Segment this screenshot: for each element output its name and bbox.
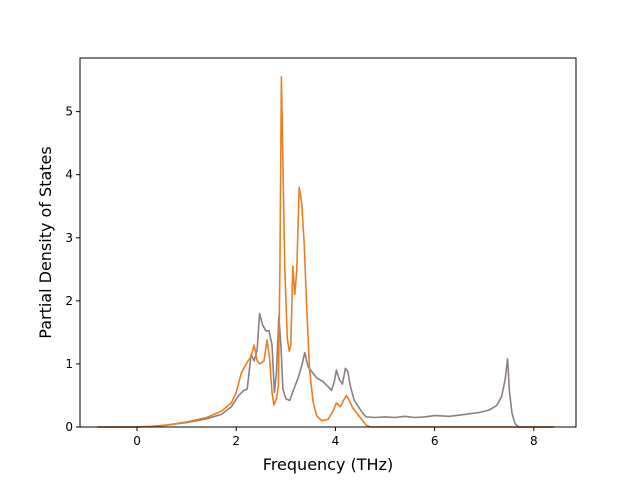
plot-lines (97, 76, 554, 428)
y-tick-label: 3 (65, 231, 73, 245)
y-tick-label: 1 (65, 357, 73, 371)
y-axis-label: Partial Density of States (36, 146, 55, 338)
axis-ticks: 0 2 4 6 8 0 1 2 3 4 5 (65, 105, 537, 448)
x-tick-label: 4 (332, 434, 340, 448)
plot-frame (79, 57, 577, 428)
x-tick-label: 2 (232, 434, 240, 448)
x-axis-label: Frequency (THz) (263, 455, 393, 474)
y-tick-label: 0 (65, 420, 73, 434)
x-tick-label: 0 (133, 434, 141, 448)
pdos-series-2-line (97, 76, 554, 428)
y-tick-label: 5 (65, 105, 73, 119)
y-tick-label: 4 (65, 168, 73, 182)
y-tick-label: 2 (65, 294, 73, 308)
x-tick-label: 8 (530, 434, 538, 448)
x-tick-label: 6 (431, 434, 439, 448)
